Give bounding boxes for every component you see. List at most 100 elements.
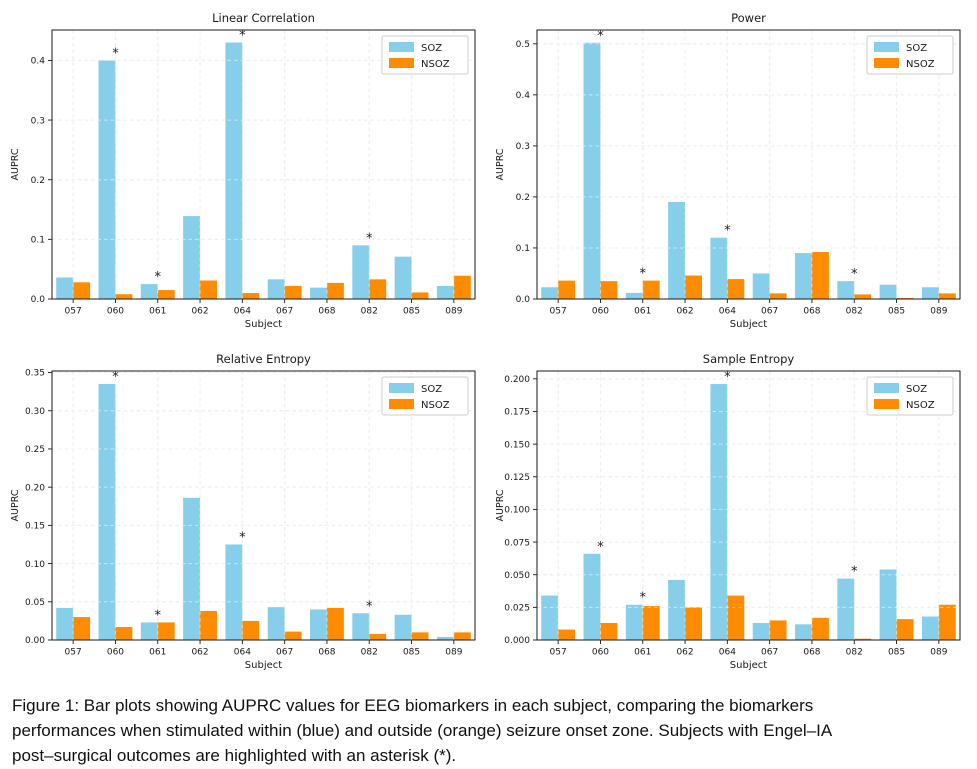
x-tick-label: 085 [888, 307, 905, 317]
significance-asterisk: * [239, 29, 246, 44]
bar-soz-089 [921, 616, 939, 640]
y-axis-label: AUPRC [495, 148, 506, 180]
chart-power: Power 0.0 0.1 0.2 0.3 0.4 0.5 057 060 061 062 064 06… [491, 8, 968, 341]
y-tick-label: 0.100 [504, 506, 530, 516]
significance-asterisk: * [366, 231, 373, 246]
chart-title: Sample Entropy [703, 352, 795, 366]
x-tick-label: 060 [107, 648, 124, 658]
y-tick-label: 0.3 [516, 142, 530, 152]
bar-soz-067 [267, 607, 285, 640]
bar-soz-057 [56, 277, 74, 299]
bar-soz-082 [352, 613, 370, 640]
y-tick-label: 0.4 [516, 91, 531, 101]
x-tick-label: 062 [676, 307, 693, 317]
bar-nsoz-089 [938, 604, 956, 640]
bar-soz-067 [752, 623, 770, 640]
x-tick-label: 085 [403, 648, 420, 658]
y-tick-label: 0.1 [516, 244, 530, 254]
x-tick-label: 067 [761, 648, 778, 658]
bar-soz-061 [140, 622, 158, 640]
bar-soz-089 [436, 636, 454, 640]
legend-label-soz: SOZ [421, 384, 442, 395]
significance-asterisk: * [851, 565, 858, 580]
x-tick-label: 062 [676, 648, 693, 658]
axis-ticks [533, 43, 940, 303]
bar-nsoz-061 [642, 280, 660, 299]
bar-soz-061 [625, 604, 643, 640]
bar-soz-062 [668, 579, 686, 640]
x-tick-label: 068 [803, 307, 820, 317]
y-tick-label: 0.0 [516, 295, 531, 305]
x-tick-label: 089 [930, 648, 947, 658]
significance-asterisk: * [597, 29, 604, 44]
axis-ticks [48, 372, 455, 644]
bar-nsoz-057 [558, 280, 576, 299]
legend-label-soz: SOZ [906, 384, 927, 395]
bar-soz-060 [583, 42, 601, 299]
legend-label-soz: SOZ [421, 43, 442, 54]
bar-nsoz-062 [685, 275, 702, 299]
x-tick-label: 067 [276, 648, 293, 658]
bar-nsoz-061 [642, 606, 660, 640]
bar-nsoz-067 [769, 620, 787, 640]
bar-soz-082 [352, 245, 370, 299]
y-axis-label: AUPRC [495, 489, 506, 521]
bar-nsoz-068 [811, 617, 829, 640]
y-tick-label: 0.200 [504, 375, 530, 385]
x-tick-label: 062 [191, 307, 208, 317]
x-tick-label: 067 [761, 307, 778, 317]
x-tick-label: 061 [634, 307, 651, 317]
legend-swatch-soz [389, 42, 414, 52]
y-tick-label: 0.5 [516, 40, 530, 50]
bar-nsoz-061 [157, 290, 175, 299]
bar-nsoz-085 [411, 632, 429, 640]
bar-soz-089 [436, 285, 454, 299]
y-tick-label: 0.05 [25, 598, 45, 608]
x-axis-label: Subject [730, 319, 767, 330]
bar-nsoz-089 [453, 632, 471, 640]
significance-asterisk: * [366, 599, 373, 614]
y-tick-label: 0.30 [25, 407, 45, 417]
bar-soz-067 [752, 273, 770, 299]
bar-nsoz-064 [242, 620, 260, 640]
bar-nsoz-067 [769, 293, 787, 299]
significance-asterisk: * [640, 267, 647, 282]
bar-soz-085 [394, 614, 412, 640]
bar-soz-067 [267, 279, 285, 299]
significance-asterisk: * [155, 608, 162, 623]
significance-asterisk: * [112, 46, 119, 61]
bar-nsoz-082 [854, 638, 872, 640]
chart-sample-entropy: Sample Entropy 0.000 0.025 0.050 0.075 0.100 0… [491, 349, 968, 682]
bar-soz-057 [56, 607, 74, 640]
bar-nsoz-082 [369, 633, 387, 640]
bar-soz-089 [921, 287, 939, 299]
legend-label-nsoz: NSOZ [421, 59, 450, 70]
bar-nsoz-068 [326, 607, 344, 640]
x-axis-label: Subject [730, 660, 767, 671]
x-tick-label: 061 [634, 648, 651, 658]
legend-swatch-nsoz [389, 399, 414, 409]
bar-soz-060 [98, 383, 116, 640]
bar-nsoz-068 [811, 252, 829, 299]
y-tick-label: 0.2 [31, 176, 45, 186]
x-tick-label: 061 [149, 648, 166, 658]
x-tick-label: 082 [361, 648, 378, 658]
bar-soz-057 [541, 595, 559, 640]
x-tick-label: 068 [803, 648, 820, 658]
y-tick-label: 0.0 [31, 295, 46, 305]
x-tick-label: 057 [65, 307, 82, 317]
x-tick-label: 085 [888, 648, 905, 658]
x-tick-label: 064 [234, 648, 251, 658]
significance-asterisk: * [851, 267, 858, 282]
caption-line-3: post–surgical outcomes are highlighted w… [12, 745, 457, 765]
legend-swatch-soz [389, 383, 414, 393]
bar-soz-085 [394, 256, 412, 299]
bar-nsoz-085 [896, 619, 914, 640]
y-tick-label: 0.150 [504, 440, 530, 450]
y-tick-label: 0.2 [516, 193, 530, 203]
bar-soz-068 [795, 624, 812, 640]
bar-nsoz-089 [938, 293, 956, 299]
caption-line-2: performances when stimulated within (blu… [12, 720, 833, 740]
bar-nsoz-060 [600, 281, 618, 299]
bar-soz-064 [710, 237, 728, 299]
